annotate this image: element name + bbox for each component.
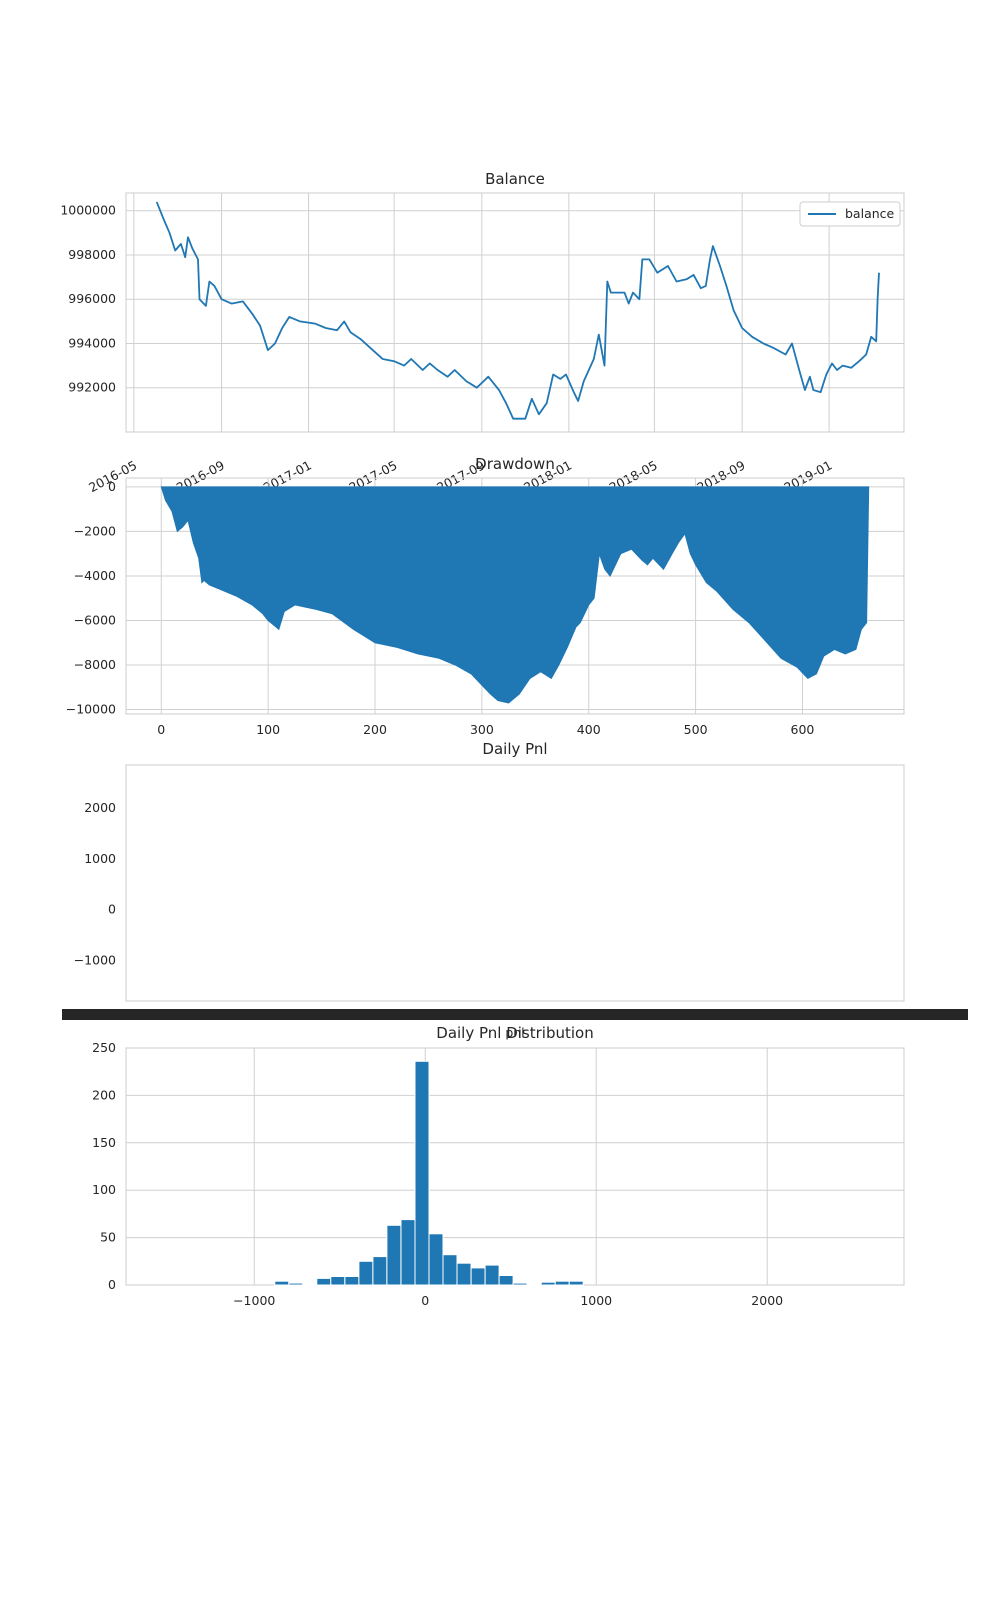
legend-label: balance <box>845 206 895 221</box>
histogram-bar <box>288 1282 304 1286</box>
y-tick-label: 100 <box>92 1182 116 1197</box>
y-tick-label: 996000 <box>68 291 116 306</box>
balance-series-line <box>155 201 880 420</box>
histogram-bar <box>316 1277 332 1286</box>
y-tick-label: 2000 <box>84 800 116 815</box>
chart-title: Daily Pnl <box>482 740 547 758</box>
x-tick-label: 1000 <box>580 1293 612 1308</box>
y-tick-label: 0 <box>108 902 116 917</box>
chart-title: Drawdown <box>475 455 555 473</box>
y-tick-label: 250 <box>92 1040 116 1055</box>
y-tick-label: 998000 <box>68 247 116 262</box>
chart-title: Balance <box>485 170 545 188</box>
histogram-bar <box>470 1267 486 1286</box>
y-tick-label: −4000 <box>74 568 116 583</box>
x-tick-labels-overlap <box>62 1009 968 1020</box>
histogram-bar <box>442 1254 458 1286</box>
x-tick-label: 0 <box>157 722 165 737</box>
axes-frame <box>125 1047 905 1286</box>
y-tick-label: 1000000 <box>60 203 116 218</box>
histogram-bar <box>498 1275 514 1286</box>
y-tick-label: 994000 <box>68 335 116 350</box>
histogram-bar <box>428 1233 444 1286</box>
histogram-bar <box>372 1256 388 1286</box>
histogram-bar <box>330 1276 346 1286</box>
histogram-bar <box>414 1060 430 1286</box>
y-tick-label: −1000 <box>74 952 116 967</box>
histogram-bar <box>386 1224 402 1286</box>
y-tick-label: −6000 <box>74 612 116 627</box>
x-tick-label: 100 <box>256 722 280 737</box>
x-tick-label: 500 <box>684 722 708 737</box>
axes-frame <box>125 764 905 1002</box>
drawdown-area <box>160 486 870 704</box>
chart-title: Daily Pnl Distribution <box>436 1024 593 1042</box>
x-tick-label: 400 <box>577 722 601 737</box>
histogram-bar <box>302 1283 318 1286</box>
y-tick-label: 150 <box>92 1135 116 1150</box>
histogram-bar <box>540 1281 556 1286</box>
y-tick-label: 0 <box>108 479 116 494</box>
histogram-bar <box>456 1262 472 1286</box>
histogram-bar <box>526 1283 542 1286</box>
axes-frame <box>125 477 905 715</box>
y-tick-label: 1000 <box>84 851 116 866</box>
y-tick-label: 50 <box>100 1230 116 1245</box>
histogram-bar <box>568 1280 584 1286</box>
legend-box <box>799 201 901 227</box>
histogram-bar <box>400 1219 416 1286</box>
x-tick-label: 200 <box>363 722 387 737</box>
x-tick-label: −1000 <box>233 1293 275 1308</box>
axes-frame <box>125 192 905 433</box>
histogram-bar <box>358 1260 374 1286</box>
histogram-bar <box>274 1280 290 1286</box>
y-tick-label: 992000 <box>68 380 116 395</box>
x-tick-label: 0 <box>421 1293 429 1308</box>
histogram-bar <box>344 1276 360 1286</box>
overlay-label: pnl <box>505 1025 524 1040</box>
histogram-bar <box>554 1280 570 1286</box>
y-tick-label: −2000 <box>74 523 116 538</box>
y-tick-label: −10000 <box>66 702 116 717</box>
x-tick-label: 2000 <box>751 1293 783 1308</box>
y-tick-label: 200 <box>92 1087 116 1102</box>
y-tick-label: 0 <box>108 1277 116 1292</box>
y-tick-label: −8000 <box>74 657 116 672</box>
histogram-bar <box>484 1264 500 1286</box>
x-tick-label: 600 <box>791 722 815 737</box>
x-tick-label: 300 <box>470 722 494 737</box>
histogram-bar <box>512 1282 528 1286</box>
